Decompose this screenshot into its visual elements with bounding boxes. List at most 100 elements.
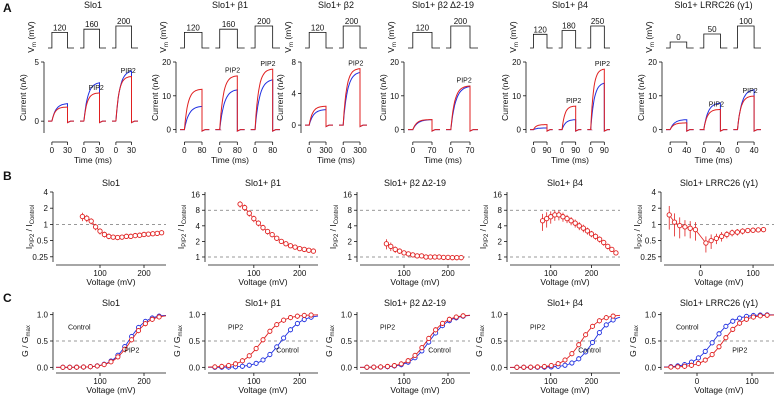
time-tick-label: 0 (114, 146, 119, 155)
pip2-data-point (122, 346, 128, 352)
gv-y-axis-label: G / Gmax (474, 325, 486, 357)
time-tick-label: 300 (319, 146, 333, 155)
pip2-data-point (115, 354, 121, 360)
pip2-data-point (364, 364, 370, 370)
pip2-current-trace (215, 75, 245, 132)
control-data-point (583, 349, 589, 355)
ratio-data-point (692, 226, 699, 233)
step-voltage-label: 160 (222, 20, 236, 29)
ratio-data-point (682, 224, 688, 230)
voltage-step (215, 28, 245, 49)
pip2-data-point (398, 361, 404, 367)
step-voltage-label: 50 (708, 25, 717, 34)
ratio-y-tick-label: 0.5 (37, 237, 49, 246)
pip2-data-point (737, 320, 743, 326)
pip2-trace-label: PIP2 (595, 61, 610, 68)
pip2-series-label: PIP2 (732, 348, 747, 355)
time-tick-label: 0 (50, 146, 55, 155)
control-current-trace (558, 119, 582, 132)
pip2-data-point (294, 313, 300, 319)
ratio-data-point (729, 230, 735, 236)
gv-x-tick-label: 200 (137, 377, 151, 386)
trace-panel-3: Slo1+ β2 Δ2-19 Vm (mV) 120 0 70 200 PIP2 0 70 0 10… (378, 0, 478, 165)
pip2-data-point (743, 316, 750, 322)
pip2-data-point (757, 313, 763, 319)
ratio-y-tick-label: 16 (493, 191, 502, 200)
ratio-y-tick-label: 4 (44, 188, 49, 197)
pip2-data-point (426, 335, 432, 342)
pip2-data-point (239, 358, 245, 364)
ratio-trend-line (239, 203, 314, 252)
control-current-trace (215, 89, 245, 132)
ratio-plot-title: Slo1+ β2 Δ2-19 (384, 178, 446, 188)
pip2-data-point (108, 359, 114, 365)
current-y-tick-label: 0 (517, 126, 522, 135)
pip2-data-point (682, 363, 688, 369)
ratio-x-axis-label: Voltage (mV) (390, 277, 439, 287)
pip2-data-point (67, 364, 73, 370)
current-y-tick-label: 8 (292, 58, 297, 67)
voltage-step (699, 33, 728, 49)
gv-x-tick-label: 100 (397, 377, 411, 386)
gv-y-tick-label: 0.5 (491, 337, 503, 346)
pip2-trace-label: PIP2 (348, 60, 363, 67)
ratio-y-tick-label: 16 (343, 191, 352, 200)
ratio-y-tick-label: 2 (44, 204, 49, 213)
pip2-data-point (281, 317, 287, 323)
pip2-current-trace (699, 109, 728, 132)
ratio-data-point (713, 235, 720, 242)
ratio-data-point (255, 220, 262, 226)
ratio-data-point (750, 227, 756, 233)
gv-x-axis-label: Voltage (mV) (540, 385, 589, 395)
vm-axis-label: Vm (mV) (508, 21, 520, 53)
ratio-trend-line (542, 214, 617, 254)
ratio-data-point (414, 253, 420, 259)
ratio-data-point (601, 239, 607, 246)
control-current-trace (733, 89, 761, 132)
current-y-tick-label: 20 (390, 58, 399, 67)
pip2-data-point (695, 360, 701, 367)
trace-panel-0: Slo1 Vm (mV) 120 0 30 160 PIP2 0 30 200 PIP2 0 30 0 5C… (18, 0, 138, 165)
pip2-current-trace (446, 85, 478, 132)
ratio-data-point (445, 254, 451, 261)
vm-axis-label: Vm (mV) (283, 21, 295, 53)
control-data-point (569, 360, 575, 366)
gv-plot-title: Slo1 (102, 298, 120, 308)
ratio-plot-title: Slo1+ β1 (245, 178, 281, 188)
control-data-point (589, 339, 596, 346)
voltage-step (530, 33, 553, 49)
pip2-trace-label: PIP2 (566, 98, 581, 105)
ratio-x-tick-label: 100 (397, 269, 411, 278)
ratio-data-point (114, 234, 121, 241)
pip2-data-point (548, 363, 554, 369)
time-tick-label: 0 (411, 146, 416, 155)
step-voltage-label: 100 (739, 17, 753, 26)
pip2-data-point (129, 337, 135, 343)
current-axis-label: Current (nA) (150, 74, 160, 121)
current-y-tick-label: 5 (35, 58, 40, 67)
time-tick-label: 0 (560, 146, 565, 155)
pip2-current-trace (48, 106, 74, 124)
time-tick-label: 40 (716, 146, 725, 155)
pip2-data-point (287, 315, 294, 321)
ratio-data-point (432, 254, 438, 260)
ratio-data-point (158, 230, 165, 236)
time-tick-label: 30 (127, 146, 136, 155)
time-tick-label: 0 (307, 146, 312, 155)
time-axis-label: Time (ms) (211, 155, 249, 165)
ratio-data-point (572, 220, 578, 226)
gv-y-tick-label: 0.0 (341, 363, 353, 372)
vm-axis-label: Vm (mV) (386, 21, 398, 53)
gv-plot-1: Slo1+ β1 0.0 0.5 1.0 100 200 Voltage (mV) G / G… (172, 298, 319, 395)
time-tick-label: 300 (353, 146, 367, 155)
ratio-data-point (260, 224, 266, 231)
gv-y-axis-label: G / Gmax (324, 325, 336, 357)
step-voltage-label: 250 (591, 17, 605, 26)
time-axis-label: Time (ms) (74, 155, 112, 165)
control-series-label: Control (68, 324, 91, 331)
pip2-data-point (583, 332, 589, 338)
ratio-data-point (423, 254, 429, 260)
